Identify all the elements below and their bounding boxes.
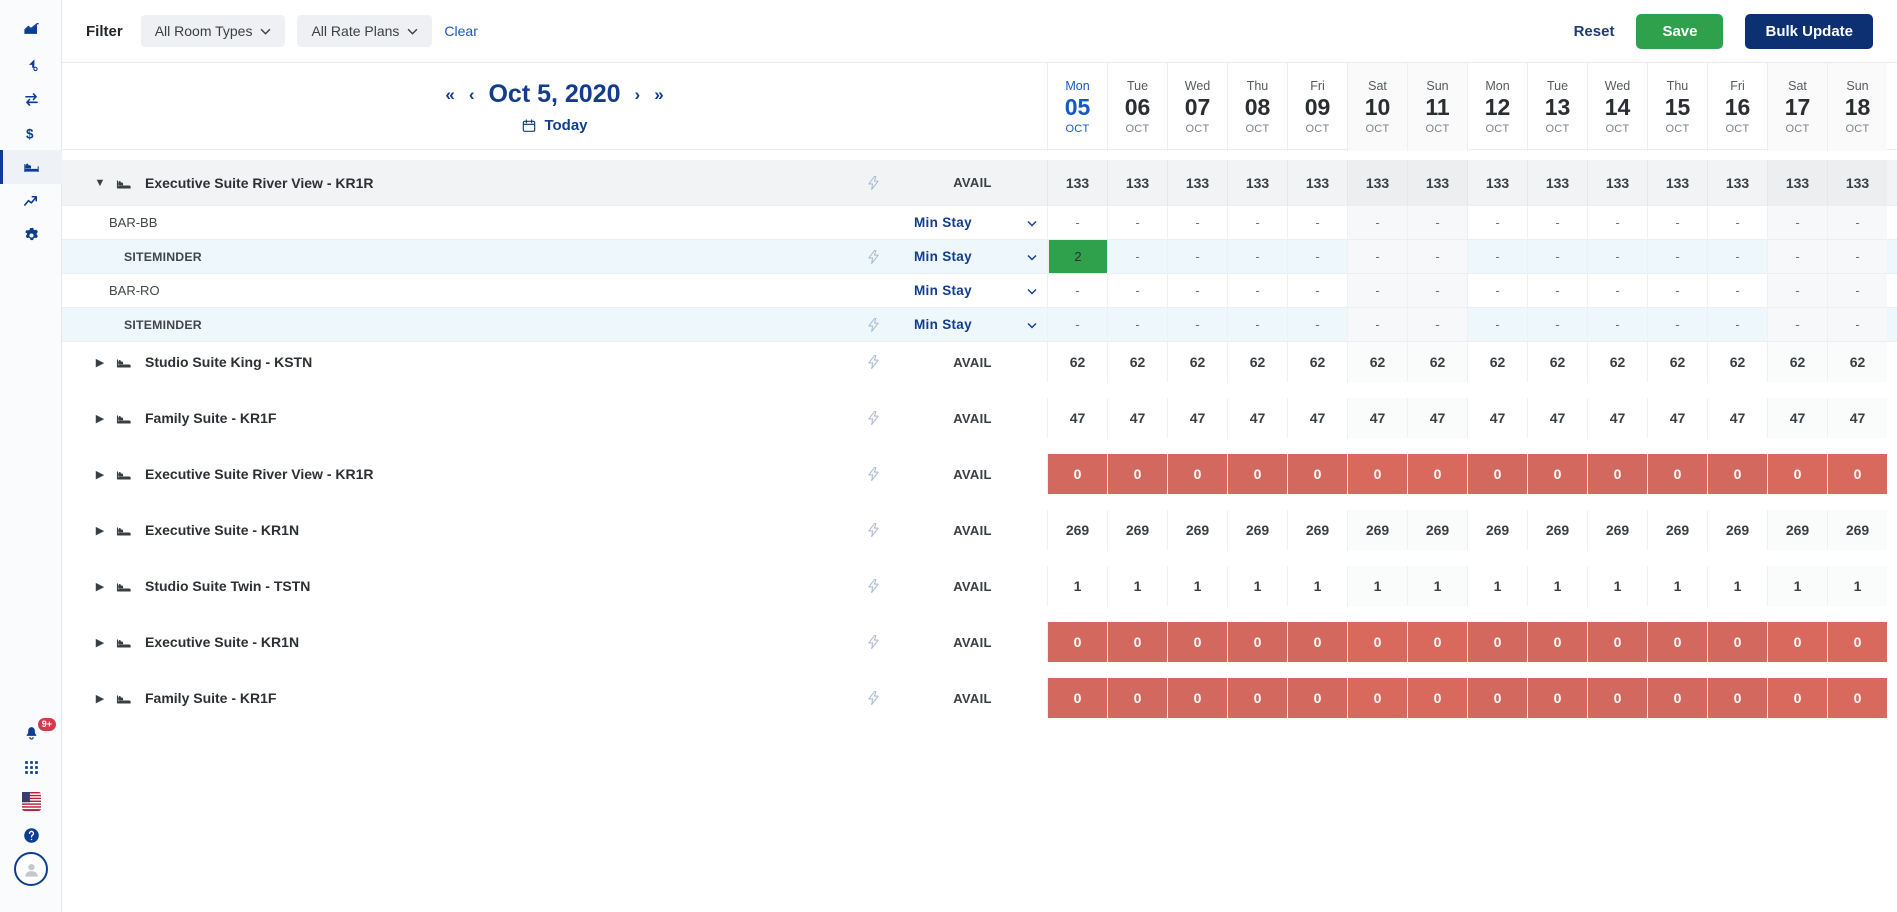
svg-text:$: $ xyxy=(25,126,33,141)
